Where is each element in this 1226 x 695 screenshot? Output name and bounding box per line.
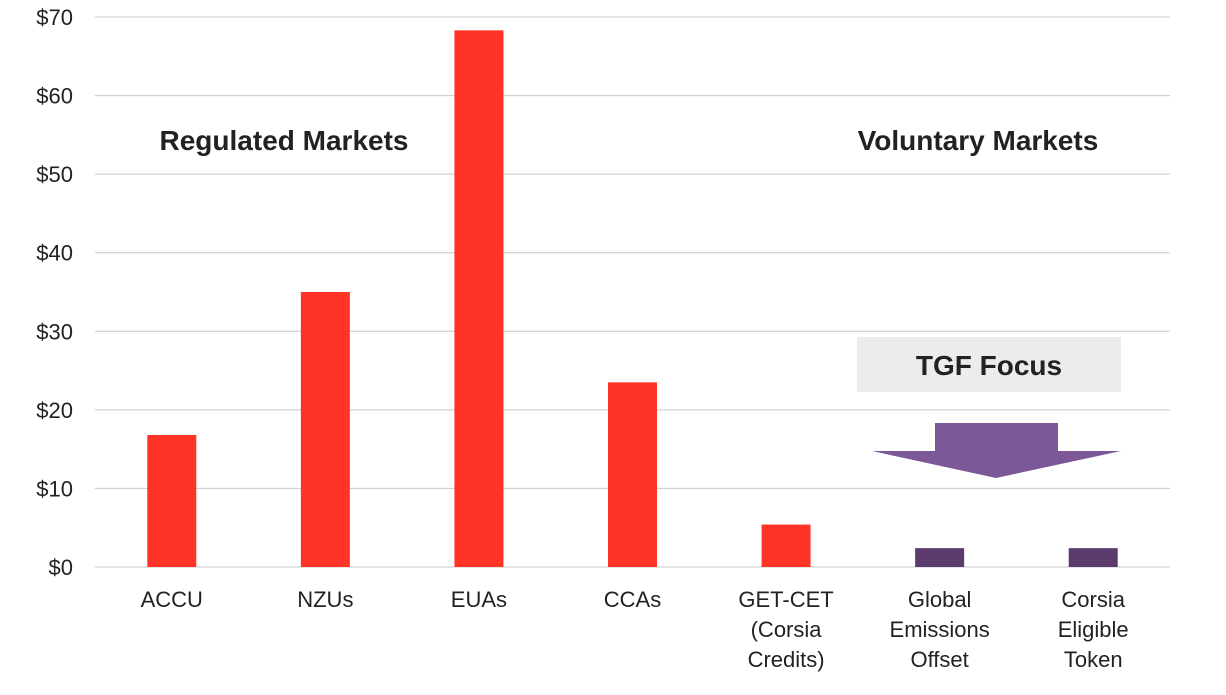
bar <box>300 292 350 567</box>
x-tick-label: NZUs <box>297 587 353 612</box>
y-tick-label: $30 <box>36 319 73 344</box>
x-axis-ticks: ACCU NZUs EUAs CCAs GET-CET (Corsia Credits) Gl… <box>141 587 1129 672</box>
y-tick-label: $50 <box>36 162 73 187</box>
x-tick-label: ACCU <box>141 587 203 612</box>
x-tick-label: EUAs <box>451 587 507 612</box>
y-tick-label: $40 <box>36 241 73 266</box>
y-tick-label: $10 <box>36 476 73 501</box>
tgf-focus-label: TGF Focus <box>916 350 1062 381</box>
down-arrow-icon <box>872 423 1121 478</box>
bar <box>147 435 197 567</box>
voluntary-markets-label: Voluntary Markets <box>858 125 1099 156</box>
bar <box>1068 548 1118 567</box>
bar <box>915 548 965 567</box>
bar <box>454 30 504 568</box>
regulated-markets-label: Regulated Markets <box>160 125 409 156</box>
x-tick-label: CCAs <box>604 587 661 612</box>
y-axis-ticks: $0 $10 $20 $30 $40 $50 $60 $70 <box>36 5 73 580</box>
x-tick-label: Corsia Eligible Token <box>1058 587 1129 672</box>
y-tick-label: $70 <box>36 5 73 30</box>
x-tick-label: GET-CET (Corsia Credits) <box>738 587 833 672</box>
y-tick-label: $60 <box>36 84 73 109</box>
x-tick-label: Global Emissions Offset <box>890 587 990 672</box>
y-tick-label: $0 <box>49 555 73 580</box>
y-tick-label: $20 <box>36 398 73 423</box>
bar <box>608 382 657 567</box>
tgf-focus-box <box>857 337 1121 392</box>
bar <box>761 524 811 567</box>
bars <box>147 30 1118 568</box>
